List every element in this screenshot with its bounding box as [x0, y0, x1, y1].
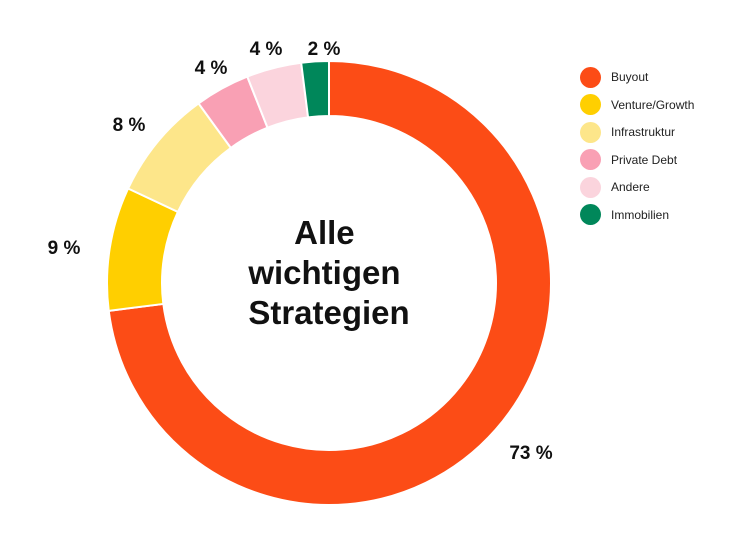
data-label-private-debt: 4 % [195, 58, 228, 79]
legend-swatch [580, 94, 601, 116]
data-label-immobilien: 2 % [308, 39, 341, 60]
legend-swatch [580, 66, 601, 88]
data-label-infrastruktur: 8 % [113, 115, 146, 136]
legend-swatch [580, 121, 601, 143]
center-title-line-2: wichtigen [247, 254, 400, 291]
legend-item-buyout: Buyout [580, 66, 694, 88]
slice-buyout [107, 59, 552, 506]
data-label-andere: 4 % [250, 39, 283, 60]
legend: Buyout Venture/Growth Infrastruktur Private… [580, 66, 694, 232]
legend-label: Immobilien [611, 207, 670, 222]
data-label-buyout: 73 % [509, 443, 552, 464]
center-title-line-3: Strategien [248, 294, 409, 331]
legend-label: Infrastruktur [611, 125, 676, 140]
legend-label: Private Debt [611, 152, 678, 167]
slice-labels: 73 % 9 % 8 % 4 % 4 % 2 % [48, 39, 553, 464]
legend-swatch [580, 176, 601, 198]
center-title: Alle wichtigen Strategien [247, 214, 409, 331]
data-label-venture-growth: 9 % [48, 238, 81, 259]
legend-label: Venture/Growth [611, 97, 695, 112]
slice-immobilien [300, 59, 330, 119]
legend-item-infrastruktur: Infrastruktur [580, 121, 694, 143]
legend-swatch [580, 149, 601, 171]
legend-label: Buyout [611, 70, 649, 84]
donut-slices [106, 59, 552, 506]
legend-label: Andere [611, 180, 650, 195]
legend-item-immobilien: Immobilien [580, 204, 694, 226]
legend-swatch [580, 204, 601, 226]
legend-item-venture-growth: Venture/Growth [580, 94, 694, 116]
legend-item-andere: Andere [580, 176, 694, 198]
legend-item-private-debt: Private Debt [580, 149, 694, 171]
center-title-line-1: Alle [294, 214, 355, 251]
